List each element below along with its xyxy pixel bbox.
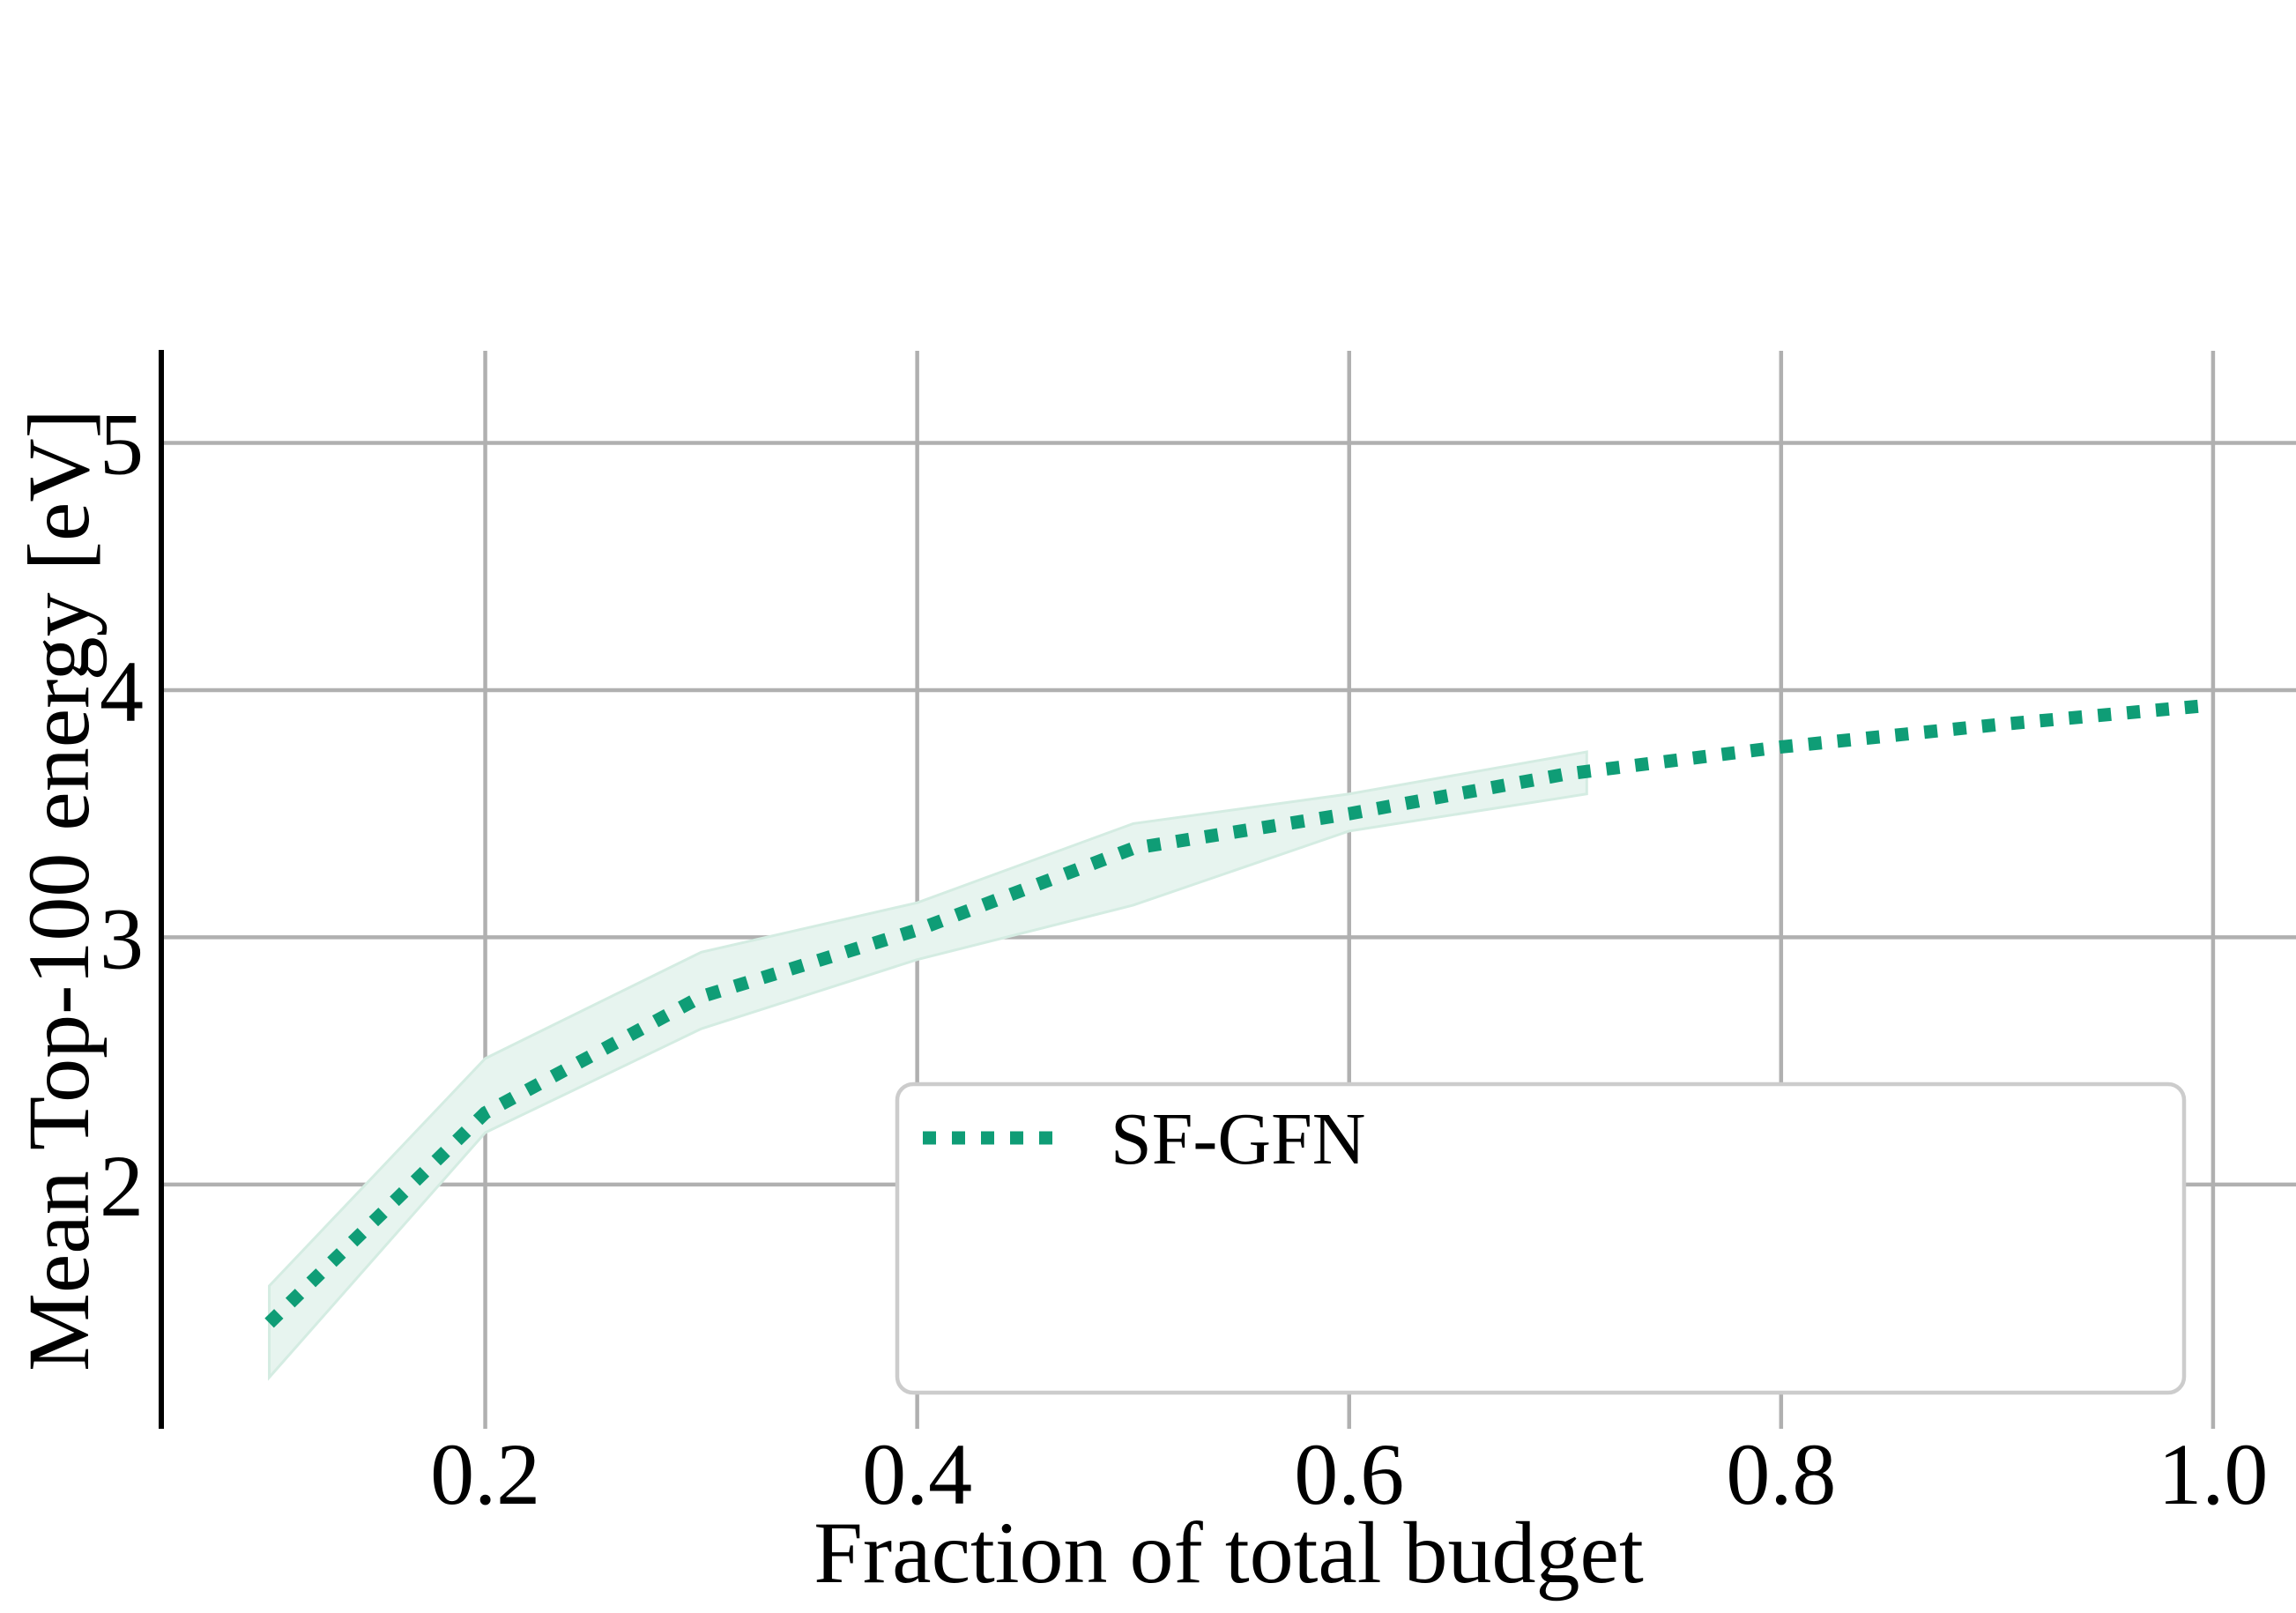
legend-box: [895, 1082, 2187, 1395]
x-tick-label: 1.0: [2158, 1425, 2268, 1523]
x-tick-label: 0.8: [1726, 1425, 1836, 1523]
x-tick-label: 0.2: [430, 1425, 540, 1523]
y-tick-label: 5: [100, 396, 144, 494]
y-tick-label: 4: [100, 643, 144, 740]
x-tick-label: 0.4: [862, 1425, 972, 1523]
y-tick-label: 2: [100, 1137, 144, 1235]
x-tick-labels: 0.2 0.4 0.6 0.8 1.0: [430, 1425, 2268, 1523]
legend-label: SF-GFN: [1111, 1098, 1365, 1180]
x-tick-label: 0.6: [1294, 1425, 1404, 1523]
x-axis-label: Fraction of total budget: [814, 1504, 1644, 1602]
y-tick-labels: 5 4 3 2: [100, 396, 144, 1235]
y-axis-label: Mean Top-100 energy [eV]: [10, 409, 108, 1371]
y-tick-label: 3: [100, 889, 144, 987]
series-line-sf-gfn: [264, 698, 2214, 1328]
confidence-band: [268, 750, 1588, 1381]
legend: SF-GFN: [895, 1082, 2187, 1395]
